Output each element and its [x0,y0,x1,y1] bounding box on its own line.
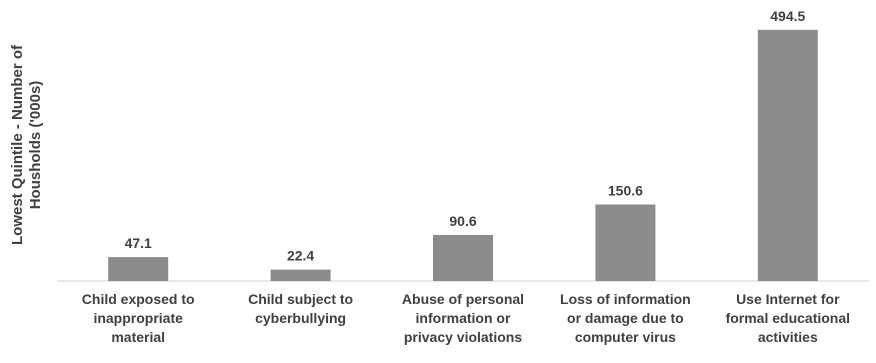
bar-2 [270,269,331,281]
bar-1 [108,257,169,281]
y-axis-label-line-1: Lowest Quintile - Number of [9,44,26,245]
category-label-1: Child exposed to inappropriate material [56,290,220,347]
category-label-1-line-1: Child exposed to [81,291,195,307]
category-label-5-line-1: Use Internet for [736,291,840,307]
category-label-5: Use Internet for formal educational activi… [706,290,870,347]
category-label-5-line-2: formal educational [725,310,851,326]
y-axis-label: Lowest Quintile - Number of Housholds ('… [9,0,44,290]
category-label-2-line-2: cyberbullying [255,310,347,326]
data-label-5: 494.5 [770,8,805,24]
y-axis-label-line-2: Housholds ('000s) [27,81,44,210]
category-label-2-line-1: Child subject to [248,291,354,307]
category-label-4-line-1: Loss of information [560,291,691,307]
category-label-4-line-3: computer virus [574,329,676,345]
bar-4 [595,204,656,281]
category-label-3-line-1: Abuse of personal [401,291,525,307]
category-label-4-line-2: or damage due to [567,310,684,326]
bar-5 [757,29,818,281]
data-label-1: 47.1 [125,235,152,251]
category-label-3-line-2: information or [415,310,511,326]
category-label-2: Child subject to cyberbullying [219,290,383,328]
category-label-1-line-2: inappropriate [93,310,183,326]
category-label-5-line-3: activities [757,329,818,345]
bar-3 [433,234,493,281]
category-label-3-line-3: privacy violations [403,329,523,345]
category-label-1-line-3: material [111,329,166,345]
data-label-2: 22.4 [287,248,314,264]
data-label-4: 150.6 [608,182,643,198]
category-label-4: Loss of information or damage due to compu… [543,290,707,347]
data-label-3: 90.6 [449,213,476,229]
category-label-3: Abuse of personal information or privacy v… [381,290,545,347]
